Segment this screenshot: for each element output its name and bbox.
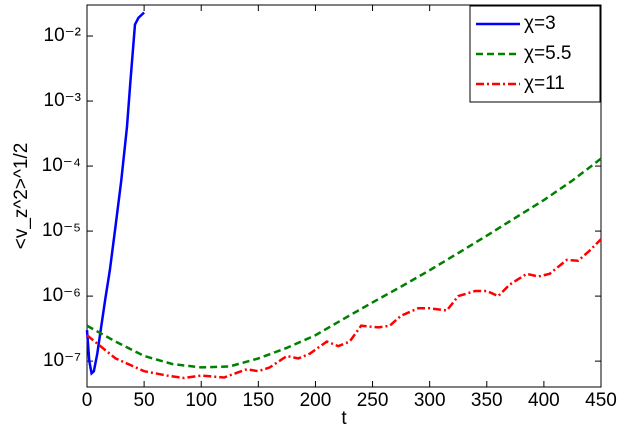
x-tick-label: 450 <box>585 390 617 411</box>
series-line <box>85 11 145 376</box>
y-tick-label: 10⁻³ <box>44 90 82 111</box>
y-axis-label: <v_z^2>^1/2 <box>11 143 32 250</box>
series-line <box>86 157 602 369</box>
y-tick-label: 10⁻⁷ <box>43 350 81 371</box>
y-tick-label: 10⁻⁵ <box>42 220 81 241</box>
x-axis-label: t <box>341 408 347 429</box>
x-tick-label: 350 <box>471 390 503 411</box>
x-tick-label: 250 <box>357 390 389 411</box>
y-tick-label: 10⁻² <box>44 25 82 46</box>
x-tick-label: 400 <box>528 390 560 411</box>
x-tick-label: 0 <box>82 390 93 411</box>
legend-label: χ=3 <box>524 13 556 34</box>
y-tick-label: 10⁻⁴ <box>42 155 81 176</box>
legend-label: χ=5.5 <box>524 43 571 64</box>
x-tick-label: 300 <box>414 390 446 411</box>
x-tick-label: 50 <box>134 390 155 411</box>
x-tick-label: 100 <box>185 390 217 411</box>
y-tick-label: 10⁻⁶ <box>42 285 81 306</box>
x-tick-label: 150 <box>242 390 274 411</box>
legend-label: χ=11 <box>524 73 565 94</box>
series-line <box>86 238 602 380</box>
x-tick-label: 200 <box>300 390 332 411</box>
